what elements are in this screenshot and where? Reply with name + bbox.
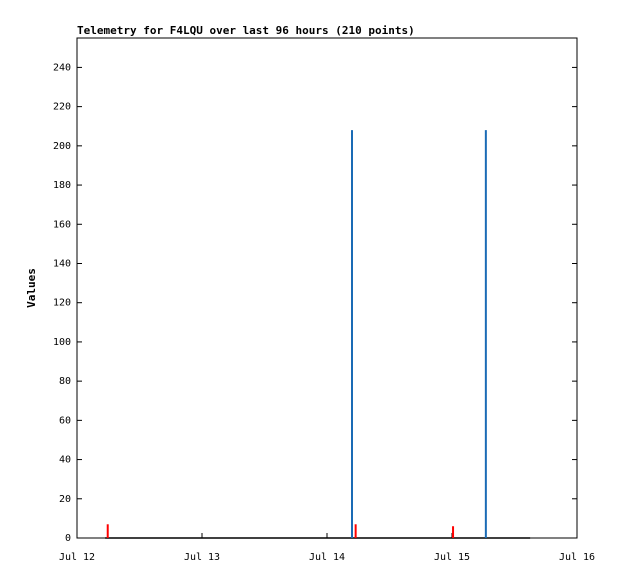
x-tick-label: Jul 12 [59,552,95,563]
y-tick-label: 180 [53,180,71,191]
y-tick-label: 200 [53,141,71,152]
x-tick-label: Jul 16 [559,552,595,563]
y-tick-label: 140 [53,258,71,269]
y-tick-label: 120 [53,298,71,309]
y-tick-label: 80 [59,376,71,387]
y-tick-label: 60 [59,415,71,426]
y-tick-label: 240 [53,62,71,73]
x-tick-label: Jul 13 [184,552,220,563]
chart-title: Telemetry for F4LQU over last 96 hours (… [77,24,415,37]
x-tick-label: Jul 14 [309,552,345,563]
y-tick-label: 220 [53,102,71,113]
x-tick-label: Jul 15 [434,552,470,563]
y-tick-label: 100 [53,337,71,348]
y-tick-label: 20 [59,494,71,505]
y-tick-label: 160 [53,219,71,230]
y-axis-label: Values [25,268,38,308]
y-tick-label: 40 [59,455,71,466]
y-tick-label: 0 [65,533,71,544]
